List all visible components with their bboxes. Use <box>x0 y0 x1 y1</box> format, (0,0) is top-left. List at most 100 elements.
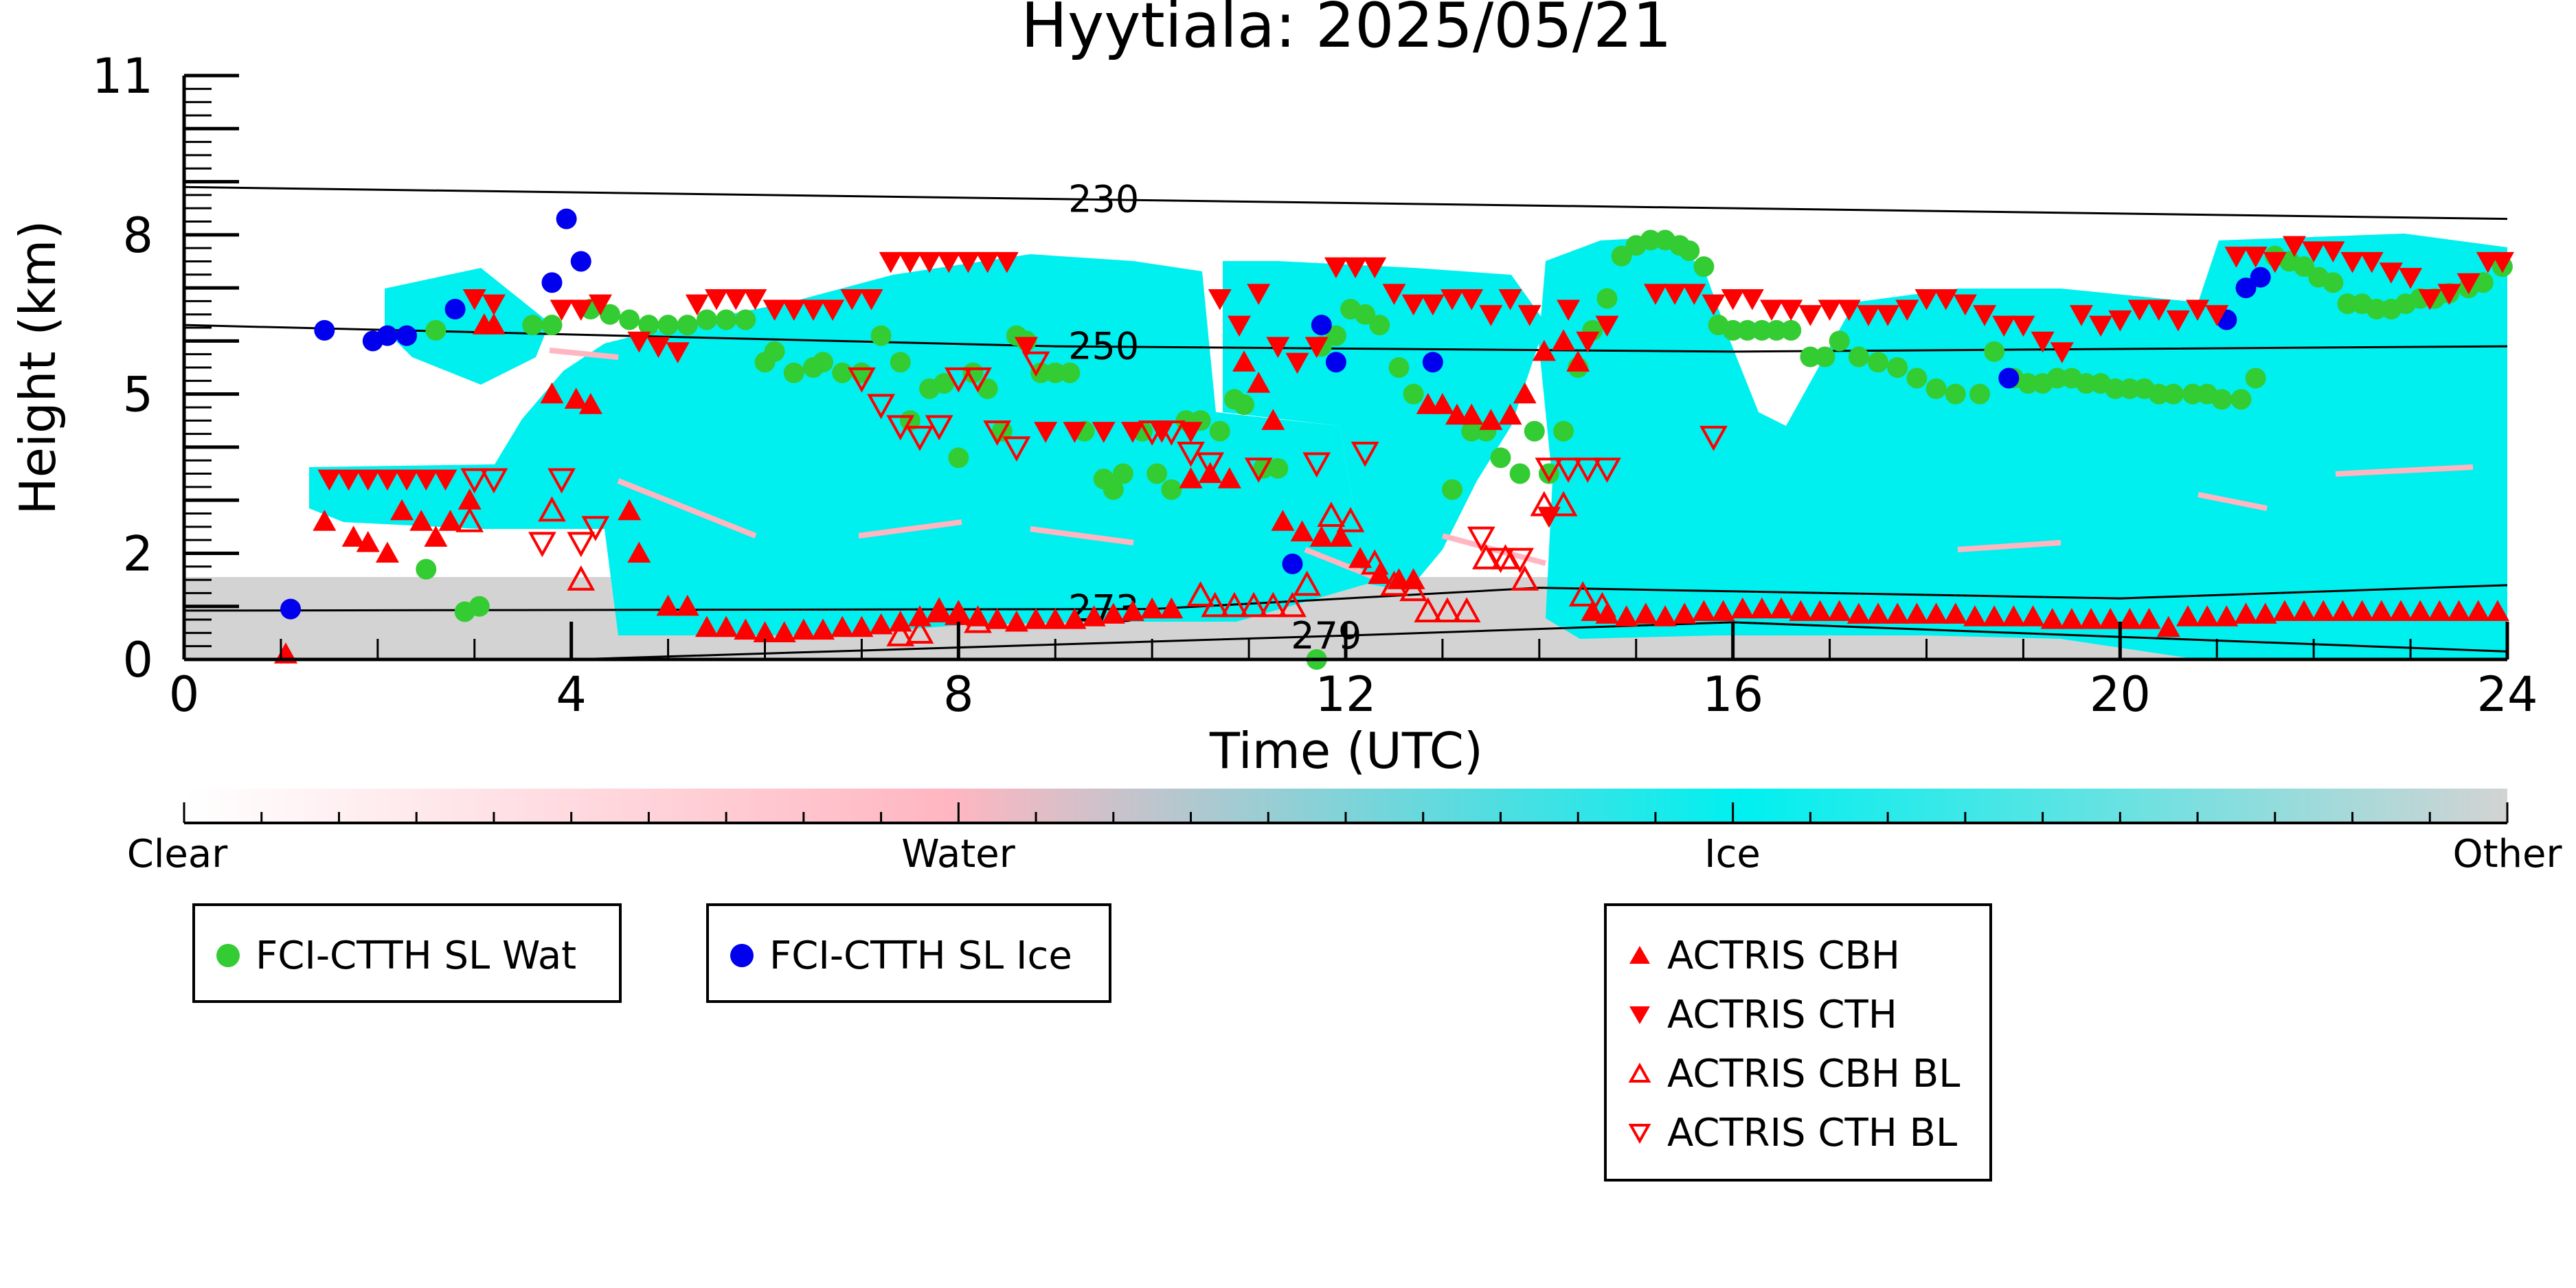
data-point <box>646 337 670 359</box>
data-point <box>1414 597 1443 623</box>
data-point <box>356 531 380 552</box>
data-point <box>1693 256 1715 278</box>
marker-layer <box>273 208 2514 670</box>
data-point <box>813 352 834 373</box>
data-point <box>588 294 612 316</box>
data-point <box>2323 272 2344 293</box>
data-point <box>850 615 874 637</box>
data-point <box>2302 241 2326 262</box>
data-point <box>2079 608 2103 629</box>
data-point <box>1421 294 1445 316</box>
data-point <box>1702 294 1726 316</box>
data-point <box>581 516 610 541</box>
data-point <box>1479 305 1503 326</box>
data-point <box>1201 591 1230 618</box>
data-point <box>314 319 335 341</box>
data-point <box>764 341 785 362</box>
triangle-up-icon <box>1626 942 1653 969</box>
data-point <box>482 313 506 335</box>
data-point <box>831 615 855 637</box>
data-point <box>395 469 419 491</box>
data-point <box>656 594 680 616</box>
data-point <box>390 499 414 521</box>
data-point <box>2456 273 2481 295</box>
legend-item-actris-cbh-bl: ACTRIS CBH BL <box>1626 1051 1961 1096</box>
data-point <box>948 447 969 468</box>
isotherm-line <box>184 185 2507 221</box>
data-point <box>2118 608 2142 629</box>
data-point <box>1934 289 1958 310</box>
data-point <box>1740 289 1764 310</box>
data-point <box>1014 337 1038 359</box>
data-point <box>890 352 911 373</box>
data-point <box>567 532 596 558</box>
legend-fci-ice: FCI-CTTH SL Ice <box>706 903 1111 1003</box>
data-point <box>638 315 659 336</box>
data-point <box>1699 425 1728 451</box>
data-point <box>944 367 973 393</box>
data-point <box>1399 576 1428 602</box>
data-point <box>685 294 709 316</box>
data-point <box>905 618 934 644</box>
data-point <box>424 526 448 547</box>
data-point <box>2340 251 2364 273</box>
data-point <box>2137 608 2161 629</box>
data-point <box>2272 600 2296 622</box>
data-point <box>1611 245 1632 267</box>
data-point <box>1209 420 1230 442</box>
data-point <box>1460 289 1484 310</box>
data-point <box>985 608 1009 629</box>
chart-title: Hyytiala: 2025/05/21 <box>1021 0 1671 62</box>
data-point <box>1789 600 1813 622</box>
data-point <box>2418 289 2442 310</box>
data-point <box>540 382 564 404</box>
data-point <box>1002 436 1031 462</box>
data-point <box>1440 289 1465 310</box>
legend-item-actris-cth-bl: ACTRIS CTH BL <box>1626 1111 1957 1155</box>
triangle-down-icon <box>1626 1001 1653 1028</box>
data-point <box>2182 383 2204 405</box>
y-tick-label: 0 <box>122 632 153 688</box>
legend-fci-wat: FCI-CTTH SL Wat <box>192 903 622 1003</box>
data-point <box>468 596 490 617</box>
data-point <box>2050 342 2074 363</box>
data-point <box>1876 305 1900 326</box>
data-point <box>735 309 756 330</box>
data-point <box>2321 241 2345 262</box>
data-point <box>1177 442 1205 467</box>
y-tick-label: 2 <box>122 526 153 582</box>
data-point <box>2119 378 2140 399</box>
data-point <box>2337 293 2358 315</box>
data-point <box>619 309 640 330</box>
data-point <box>1247 372 1271 393</box>
x-axis-label: Time (UTC) <box>1209 722 1483 780</box>
data-point <box>2388 600 2413 622</box>
data-point <box>2162 383 2184 405</box>
data-point <box>1422 352 1443 373</box>
series-actris-cbh-bl <box>455 490 1616 646</box>
series-actris-cbh <box>273 313 2509 664</box>
data-point <box>1711 600 1735 622</box>
data-point <box>1905 602 1929 624</box>
legend-label: ACTRIS CBH BL <box>1667 1051 1961 1096</box>
data-point <box>627 541 651 563</box>
data-point <box>1549 490 1578 517</box>
data-point <box>1430 393 1454 414</box>
legend-label: FCI-CTTH SL Wat <box>256 933 577 978</box>
y-axis-label: Height (km) <box>9 221 67 515</box>
data-point <box>898 251 922 273</box>
data-point <box>2485 600 2509 622</box>
colorbar-label-clear: Clear <box>127 832 228 877</box>
data-point <box>753 621 777 642</box>
data-point <box>1271 510 1295 531</box>
data-point <box>907 605 931 626</box>
data-point <box>1092 422 1116 443</box>
data-point <box>2031 331 2055 353</box>
x-tick-label: 12 <box>1315 666 1376 723</box>
y-tick-label: 5 <box>122 367 153 423</box>
data-point <box>1530 490 1559 517</box>
data-point <box>1146 463 1168 484</box>
legend-label: ACTRIS CTH <box>1667 992 1897 1037</box>
data-point <box>1403 383 1424 405</box>
data-point <box>1380 570 1408 596</box>
